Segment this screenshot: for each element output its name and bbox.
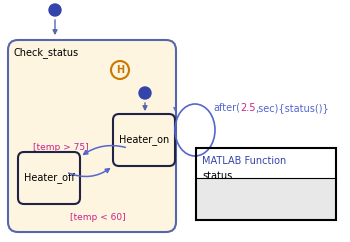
Bar (196, 148, 336, 220)
Text: after(: after( (213, 103, 240, 113)
Text: MATLAB Function: MATLAB Function (202, 156, 286, 166)
FancyBboxPatch shape (8, 40, 176, 232)
Text: Heater_off: Heater_off (24, 173, 74, 183)
Text: Heater_on: Heater_on (119, 135, 169, 145)
FancyBboxPatch shape (18, 152, 80, 204)
Circle shape (49, 4, 61, 16)
Bar (196, 178, 336, 220)
Text: H: H (116, 65, 124, 75)
Text: [temp < 60]: [temp < 60] (70, 213, 126, 222)
Text: Check_status: Check_status (14, 47, 79, 58)
Text: status: status (202, 171, 232, 181)
Circle shape (139, 87, 151, 99)
FancyBboxPatch shape (113, 114, 175, 166)
Text: ,sec){status()}: ,sec){status()} (256, 103, 329, 113)
Text: [temp > 75]: [temp > 75] (33, 143, 89, 152)
Text: 2.5: 2.5 (240, 103, 256, 113)
